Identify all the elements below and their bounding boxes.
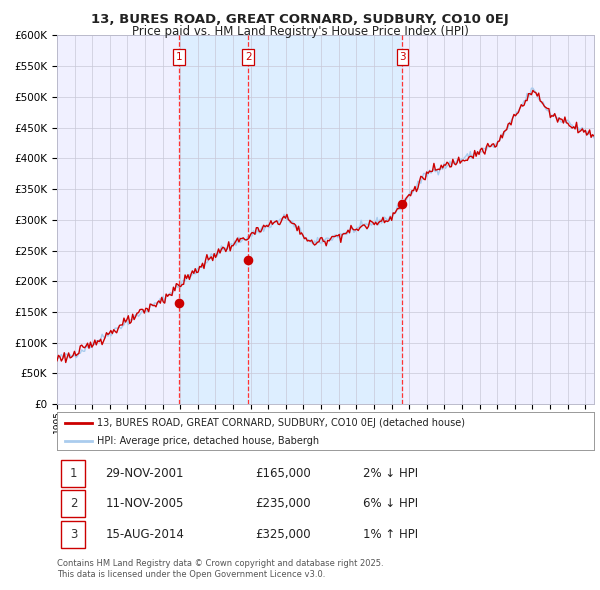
Text: 15-AUG-2014: 15-AUG-2014 [106, 528, 184, 541]
Text: 13, BURES ROAD, GREAT CORNARD, SUDBURY, CO10 0EJ: 13, BURES ROAD, GREAT CORNARD, SUDBURY, … [91, 13, 509, 26]
Point [244, 255, 253, 264]
Text: 29-NOV-2001: 29-NOV-2001 [106, 467, 184, 480]
Text: £165,000: £165,000 [256, 467, 311, 480]
Text: £235,000: £235,000 [256, 497, 311, 510]
Text: Contains HM Land Registry data © Crown copyright and database right 2025.
This d: Contains HM Land Registry data © Crown c… [57, 559, 383, 579]
Text: 1: 1 [175, 52, 182, 62]
Text: £325,000: £325,000 [256, 528, 311, 541]
Text: 13, BURES ROAD, GREAT CORNARD, SUDBURY, CO10 0EJ (detached house): 13, BURES ROAD, GREAT CORNARD, SUDBURY, … [97, 418, 465, 428]
Bar [248, 35, 403, 404]
Text: 2% ↓ HPI: 2% ↓ HPI [363, 467, 418, 480]
Text: HPI: Average price, detached house, Babergh: HPI: Average price, detached house, Babe… [97, 435, 319, 445]
Text: Price paid vs. HM Land Registry's House Price Index (HPI): Price paid vs. HM Land Registry's House … [131, 25, 469, 38]
Text: 3: 3 [399, 52, 406, 62]
FancyBboxPatch shape [61, 490, 85, 517]
Text: 6% ↓ HPI: 6% ↓ HPI [363, 497, 418, 510]
FancyBboxPatch shape [61, 460, 85, 487]
Text: 3: 3 [70, 528, 77, 541]
Point [174, 298, 184, 307]
Text: 2: 2 [245, 52, 251, 62]
Text: 11-NOV-2005: 11-NOV-2005 [106, 497, 184, 510]
Bar [179, 35, 248, 404]
Point [398, 199, 407, 209]
FancyBboxPatch shape [61, 521, 85, 548]
Text: 1: 1 [70, 467, 77, 480]
Text: 2: 2 [70, 497, 77, 510]
Text: 1% ↑ HPI: 1% ↑ HPI [363, 528, 418, 541]
